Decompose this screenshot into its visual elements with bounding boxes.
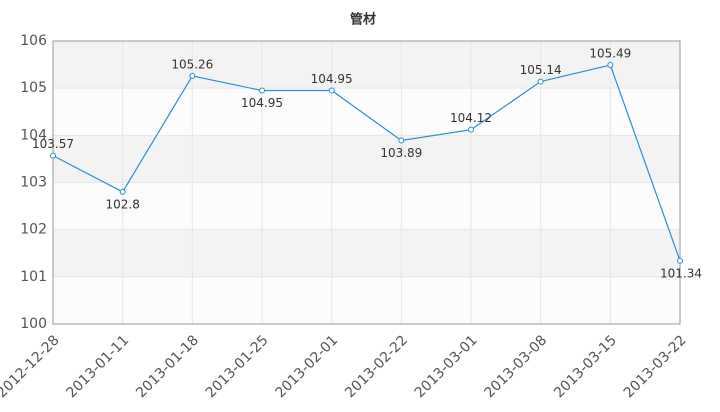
x-tick-label: 2012-12-28: [0, 332, 63, 401]
y-tick-label: 102: [20, 222, 47, 238]
point: [398, 137, 405, 144]
line: [52, 64, 681, 261]
band: [53, 41, 680, 89]
x-tick-label: 2013-02-01: [272, 332, 341, 401]
data-label: 105.26: [171, 57, 213, 71]
data-label: 103.89: [380, 146, 422, 160]
y-tick-label: 105: [20, 80, 47, 96]
point: [537, 78, 544, 85]
x-tick-label: 2013-03-15: [551, 332, 620, 401]
x-tick-label: 2013-01-25: [203, 332, 272, 401]
data-label: 105.14: [520, 63, 562, 77]
y-tick-label: 100: [20, 316, 47, 332]
point: [119, 188, 126, 195]
y-tick-label: 101: [20, 269, 47, 285]
x-tick-label: 2013-03-22: [621, 332, 690, 401]
plot-border: [52, 40, 681, 325]
point: [607, 62, 614, 69]
point: [50, 152, 56, 159]
point: [259, 87, 265, 94]
data-label: 103.57: [32, 137, 74, 151]
y-tick-label: 104: [20, 127, 47, 143]
data-label: 104.95: [311, 72, 353, 86]
x-tick-label: 2013-03-01: [412, 332, 481, 401]
x-tick-label: 2013-01-11: [63, 332, 132, 401]
point: [328, 87, 335, 94]
point: [468, 126, 474, 133]
point: [677, 257, 683, 264]
y-tick-label: 103: [20, 175, 47, 191]
x-tick-label: 2013-03-08: [481, 332, 550, 401]
data-label: 101.34: [660, 266, 702, 280]
chart-title: 管材: [350, 12, 376, 28]
point: [189, 72, 196, 79]
data-label: 104.95: [241, 96, 283, 110]
y-tick-label: 106: [20, 33, 47, 49]
x-tick-label: 2013-02-22: [342, 332, 411, 401]
data-label: 102.8: [105, 197, 139, 211]
data-label: 105.49: [589, 47, 631, 61]
band: [53, 229, 680, 277]
x-tick-label: 2013-01-18: [133, 332, 202, 401]
band: [53, 135, 680, 183]
data-label: 104.12: [450, 111, 492, 125]
